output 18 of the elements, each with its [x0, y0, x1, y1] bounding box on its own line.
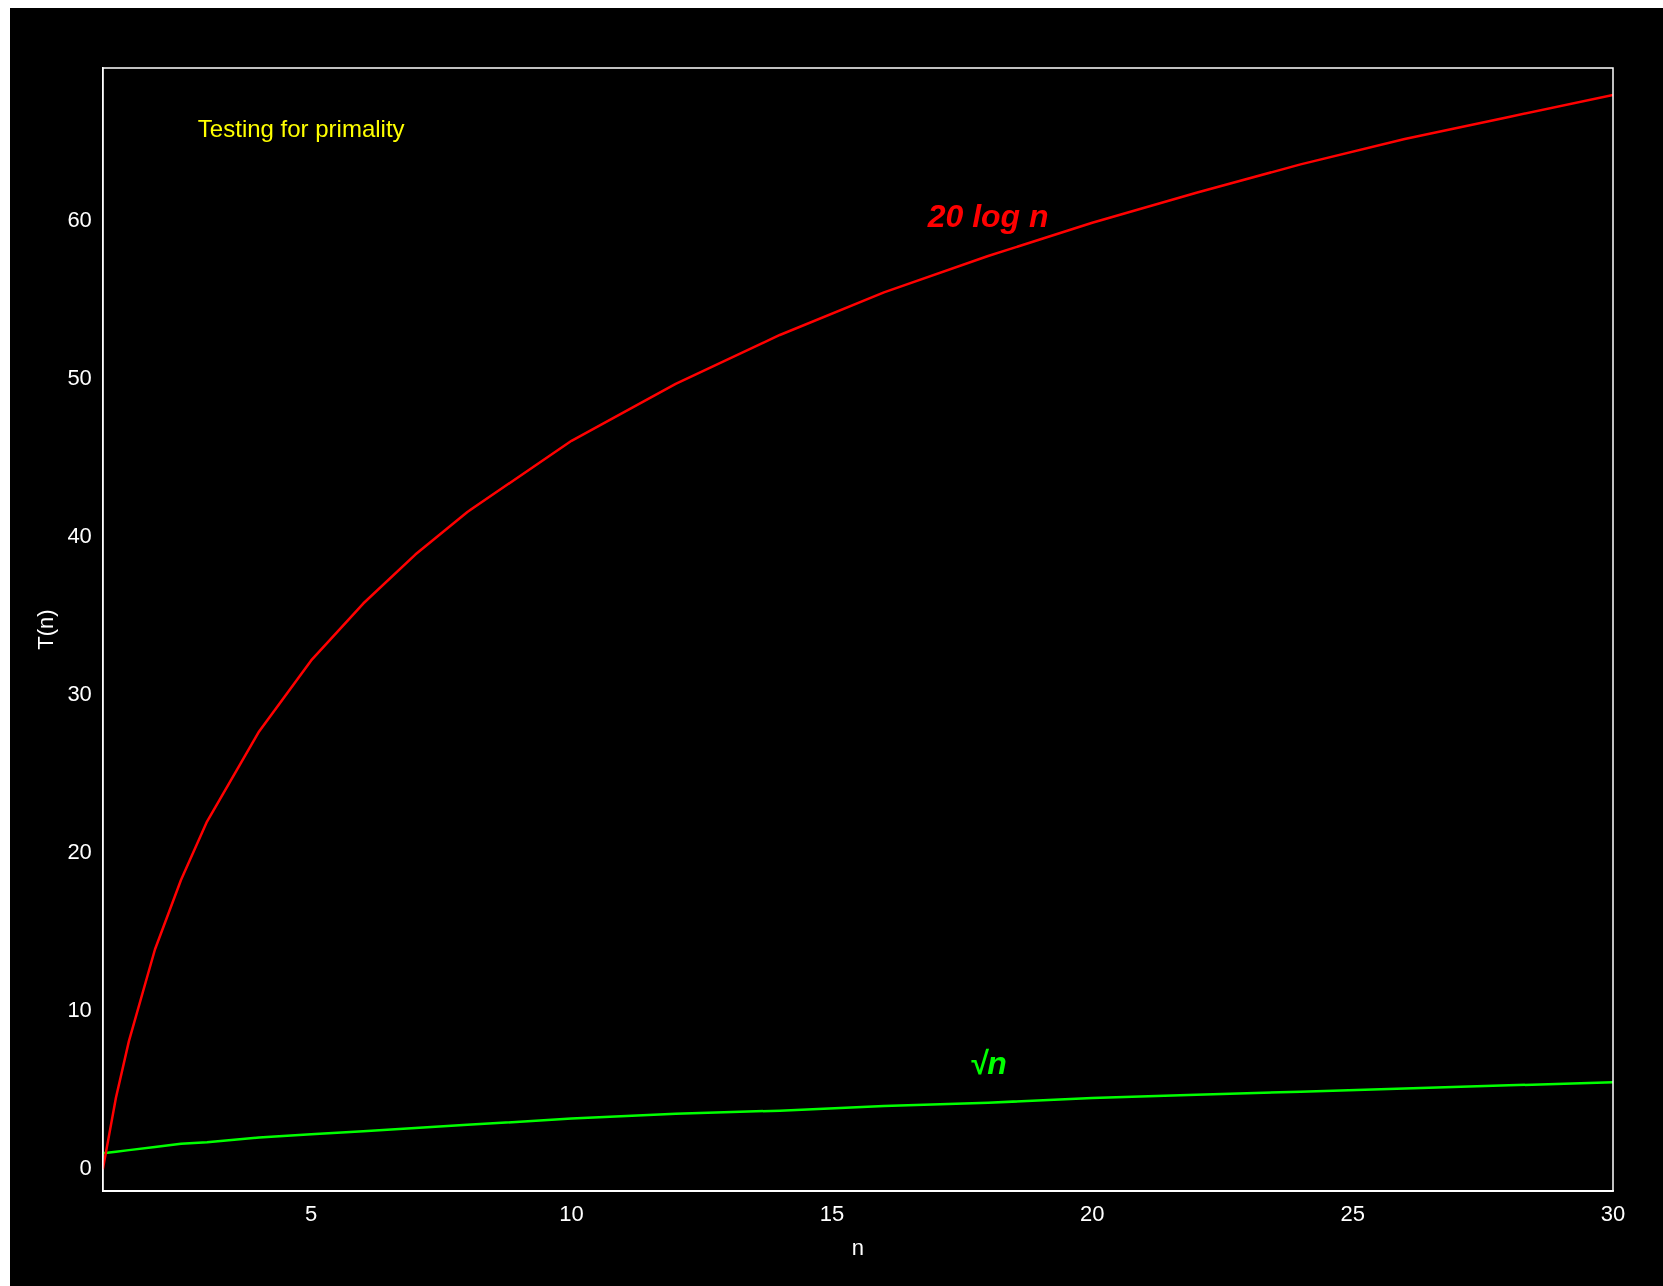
y-tick-label: 50 [67, 365, 92, 391]
y-tick-label: 30 [67, 681, 92, 707]
text: Testing for primality [197, 114, 405, 142]
x-axis-title: n [851, 1234, 865, 1260]
x-tick-label: 10 [559, 1201, 584, 1227]
x-tick-label: 30 [1600, 1201, 1626, 1227]
y-tick-label: 20 [67, 839, 92, 865]
x-tick-label: 5 [305, 1201, 318, 1227]
y-axis-title: T(n) [33, 609, 59, 650]
y-tick-label: 60 [67, 207, 92, 233]
series-label: √n [969, 1044, 1007, 1081]
x-tick-label: 15 [819, 1201, 845, 1227]
x-tick-label: 20 [1080, 1201, 1105, 1227]
y-tick-label: 10 [67, 997, 92, 1023]
y-tick-label: 0 [79, 1155, 92, 1181]
y-tick-label: 40 [67, 523, 92, 549]
series-label: 20 log n [926, 197, 1049, 234]
x-tick-label: 25 [1340, 1201, 1365, 1227]
